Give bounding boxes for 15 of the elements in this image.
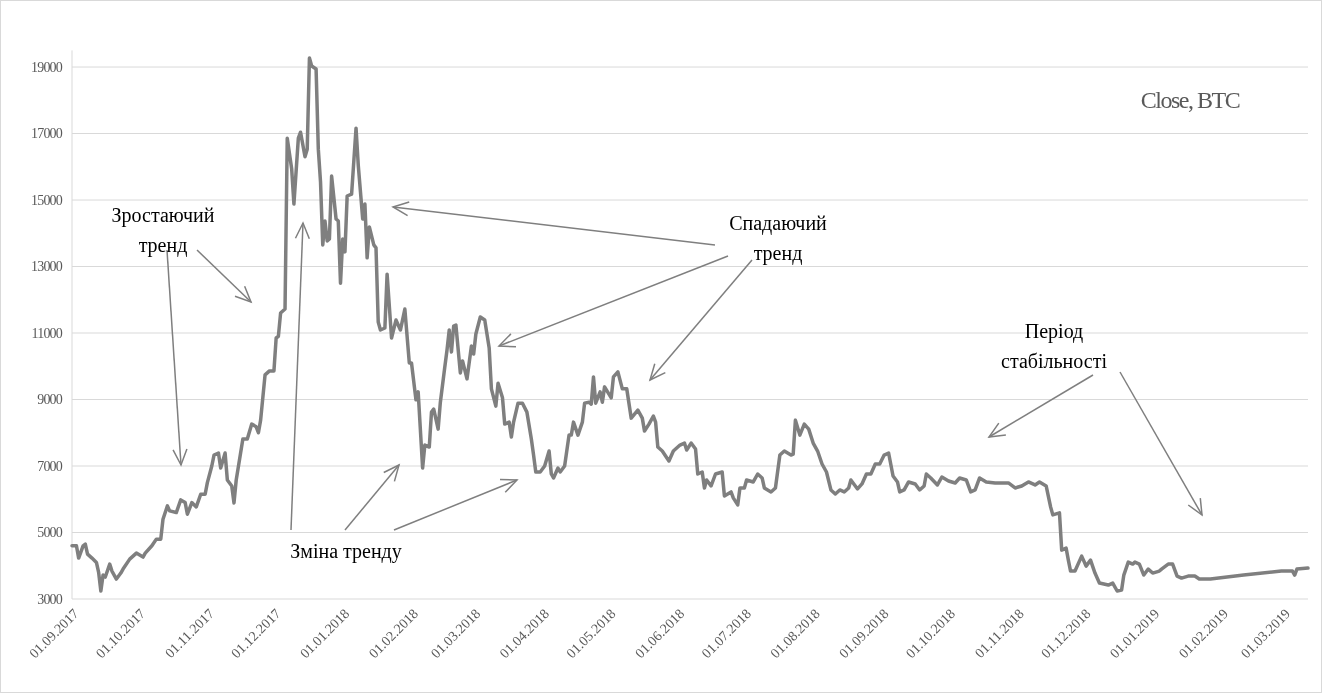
y-tick-label: 15000: [30, 192, 63, 208]
y-tick-label: 17000: [30, 126, 63, 142]
y-tick-label: 19000: [30, 59, 63, 75]
y-tick-label: 9000: [37, 392, 63, 408]
y-tick-label: 11000: [31, 325, 63, 341]
text: Close, BTC: [1140, 87, 1240, 113]
y-tick-label: 13000: [30, 259, 63, 275]
y-tick-label: 7000: [37, 458, 63, 474]
annotation: Зростаючий тренд: [111, 204, 215, 257]
annotation: Зміна тренду: [290, 540, 402, 563]
annotation: Період стабільності: [1001, 320, 1108, 372]
y-tick-label: 3000: [37, 591, 63, 607]
line-series: [70, 56, 1310, 593]
y-tick-label: 5000: [37, 525, 63, 541]
annotation: Спадаючий тренд: [729, 212, 828, 265]
